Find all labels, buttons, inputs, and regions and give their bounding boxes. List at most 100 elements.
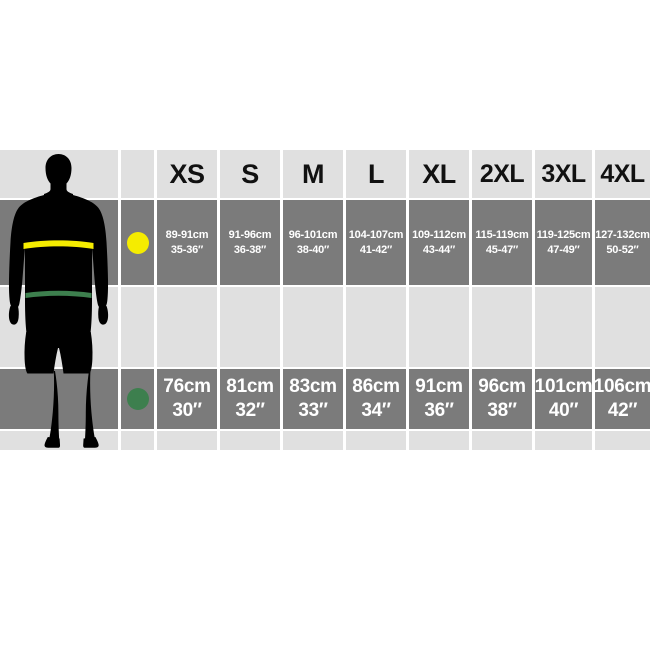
measurement-cm: 96cm xyxy=(478,376,526,398)
spacer-cell xyxy=(220,431,280,450)
measurement-cm: 76cm xyxy=(163,376,211,398)
measurement-text: 96cm 38″ xyxy=(478,375,526,423)
spacer-cell xyxy=(121,287,154,367)
size-header-s: S xyxy=(220,150,280,198)
measurement-inch: 33″ xyxy=(298,400,328,421)
size-header-label: S xyxy=(241,158,259,189)
size-header-label: XL xyxy=(422,158,456,189)
measurement-inch: 42″ xyxy=(607,400,638,421)
measurement-inch: 40″ xyxy=(548,400,579,421)
measurement-inch: 50-52″ xyxy=(606,243,639,256)
spacer-cell xyxy=(409,431,469,450)
measurement-cm: 106cm xyxy=(593,376,650,398)
measurement-text: 106cm 42″ xyxy=(594,375,650,423)
spacer-cell xyxy=(472,431,532,450)
size-header-label: L xyxy=(368,158,385,189)
chest-cell: 96-101cm 38-40″ xyxy=(283,200,343,285)
spacer-cell xyxy=(157,431,217,450)
measurement-cm: 109-112cm xyxy=(412,228,466,241)
waist-cell: 83cm 33″ xyxy=(283,369,343,429)
measurement-cm: 104-107cm xyxy=(348,228,404,241)
measurement-text: 104-107cm 41-42″ xyxy=(348,228,404,258)
spacer-cell xyxy=(595,287,650,367)
figure-backdrop-cell xyxy=(0,200,118,285)
figure-backdrop-cell xyxy=(0,369,118,429)
chest-cell: 119-125cm 47-49″ xyxy=(535,200,592,285)
measurement-inch: 47-49″ xyxy=(547,243,580,256)
measurement-inch: 30″ xyxy=(172,400,202,421)
measurement-inch: 38-40″ xyxy=(296,243,330,256)
measurement-cm: 119-125cm xyxy=(536,228,591,241)
measurement-cm: 101cm xyxy=(534,376,593,398)
waist-cell: 106cm 42″ xyxy=(594,369,650,429)
measurement-cm: 96-101cm xyxy=(288,228,338,241)
waist-measurement-row: 76cm 30″ 81cm 32″ 83cm 33″ 86cm 34″ 91cm 36″ 96cm 3… xyxy=(0,369,650,429)
waist-cell: 96cm 38″ xyxy=(472,369,532,429)
measurement-inch: 34″ xyxy=(361,400,391,421)
chest-cell: 127-132cm 50-52″ xyxy=(595,200,650,285)
chest-cell: 115-119cm 45-47″ xyxy=(472,200,532,285)
spacer-cell xyxy=(535,431,592,450)
spacer-cell xyxy=(0,431,118,450)
spacer-cell xyxy=(535,287,592,367)
yellow-measure-dot xyxy=(126,231,149,254)
size-header-3xl: 3XL xyxy=(535,150,592,198)
spacer-cell xyxy=(121,431,154,450)
chest-cell: 91-96cm 36-38″ xyxy=(220,200,280,285)
measurement-text: 81cm 32″ xyxy=(226,375,274,423)
spacer-cell xyxy=(595,431,650,450)
waist-cell: 81cm 32″ xyxy=(220,369,280,429)
measurement-cm: 91cm xyxy=(415,376,463,398)
measurement-text: 91-96cm 36-38″ xyxy=(229,228,272,258)
chest-cell: 109-112cm 43-44″ xyxy=(409,200,469,285)
table-footer-row xyxy=(0,431,650,450)
measurement-text: 101cm 40″ xyxy=(535,375,593,423)
measurement-inch: 45-47″ xyxy=(485,243,519,256)
spacer-cell xyxy=(346,431,406,450)
size-header-label: 2XL xyxy=(479,159,525,188)
yellow-measure-dot-cell xyxy=(121,200,154,285)
measurement-cm: 89-91cm xyxy=(165,228,209,241)
spacer-cell xyxy=(283,431,343,450)
measurement-text: 86cm 34″ xyxy=(352,375,400,423)
measurement-text: 127-132cm 50-52″ xyxy=(595,228,650,258)
measurement-text: 109-112cm 43-44″ xyxy=(412,228,466,258)
measurement-inch: 36″ xyxy=(424,400,454,421)
measurement-cm: 81cm xyxy=(226,376,274,398)
waist-cell: 76cm 30″ xyxy=(157,369,217,429)
waist-cell: 101cm 40″ xyxy=(535,369,593,429)
size-header-xl: XL xyxy=(409,150,469,198)
measurement-cm: 86cm xyxy=(352,376,400,398)
measurement-cm: 91-96cm xyxy=(228,228,272,241)
measurement-text: 96-101cm 38-40″ xyxy=(289,228,338,258)
measurement-text: 83cm 33″ xyxy=(289,375,337,423)
measurement-inch: 38″ xyxy=(487,400,517,421)
measurement-cm: 83cm xyxy=(289,376,337,398)
spacer-cell xyxy=(220,287,280,367)
measurement-text: 119-125cm 47-49″ xyxy=(537,228,591,258)
measurement-inch: 32″ xyxy=(235,400,265,421)
measurement-text: 76cm 30″ xyxy=(163,375,211,423)
spacer-cell xyxy=(0,287,118,367)
size-header-label: XS xyxy=(169,158,205,189)
header-figure-cell xyxy=(0,150,118,198)
size-header-label: 3XL xyxy=(541,159,586,188)
chest-cell: 89-91cm 35-36″ xyxy=(157,200,217,285)
waist-cell: 91cm 36″ xyxy=(409,369,469,429)
table-header-row: XS S M L XL 2XL 3XL 4XL xyxy=(0,150,650,198)
table-spacer-row xyxy=(0,287,650,367)
measurement-cm: 115-119cm xyxy=(475,228,529,241)
waist-cell: 86cm 34″ xyxy=(346,369,406,429)
green-measure-dot-cell xyxy=(121,369,154,429)
size-header-label: M xyxy=(302,158,325,189)
spacer-cell xyxy=(346,287,406,367)
measurement-text: 89-91cm 35-36″ xyxy=(166,228,209,258)
size-header-l: L xyxy=(346,150,406,198)
measurement-inch: 36-38″ xyxy=(233,243,267,256)
measurement-text: 115-119cm 45-47″ xyxy=(475,228,528,258)
header-key-cell xyxy=(121,150,154,198)
green-measure-dot xyxy=(126,388,149,410)
spacer-cell xyxy=(472,287,532,367)
size-header-2xl: 2XL xyxy=(472,150,532,198)
